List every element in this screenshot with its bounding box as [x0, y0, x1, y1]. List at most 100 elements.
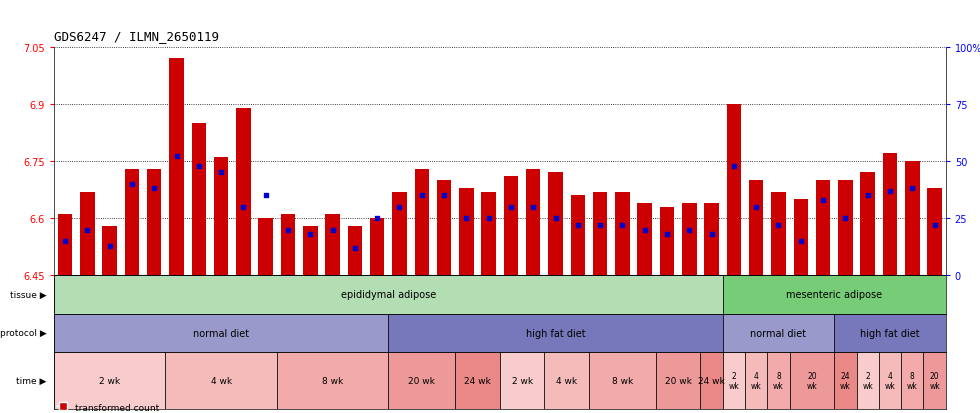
Point — [614, 222, 630, 229]
Text: normal diet: normal diet — [193, 328, 249, 338]
Point — [548, 215, 564, 222]
Bar — [166, 352, 276, 409]
Bar — [504, 177, 518, 276]
Text: high fat diet: high fat diet — [525, 328, 585, 338]
Bar — [946, 352, 968, 409]
Point — [749, 204, 764, 211]
Text: normal diet: normal diet — [751, 328, 807, 338]
Point — [704, 231, 719, 238]
Legend: transformed count, percentile rank within the sample: transformed count, percentile rank withi… — [59, 403, 227, 413]
Text: GDS6247 / ILMN_2650119: GDS6247 / ILMN_2650119 — [54, 31, 219, 43]
Point — [525, 204, 541, 211]
Point — [124, 181, 140, 188]
Text: 20
wk: 20 wk — [929, 370, 940, 390]
Point — [214, 170, 229, 176]
Point — [570, 222, 586, 229]
Point — [102, 243, 118, 249]
Bar — [191, 123, 206, 276]
Point — [191, 163, 207, 169]
Point — [726, 163, 742, 169]
Bar — [570, 196, 585, 276]
Point — [905, 186, 920, 192]
Text: 2 wk: 2 wk — [512, 376, 533, 385]
Text: time ▶: time ▶ — [17, 376, 47, 385]
Point — [235, 204, 251, 211]
Bar — [437, 180, 452, 276]
Point — [481, 215, 497, 222]
Point — [459, 215, 474, 222]
Bar — [660, 207, 674, 276]
Text: 8
wk: 8 wk — [906, 370, 917, 390]
Point — [436, 192, 452, 199]
Point — [414, 192, 429, 199]
Bar — [879, 352, 901, 409]
Point — [79, 227, 95, 233]
Bar — [723, 276, 946, 314]
Bar — [54, 314, 388, 352]
Point — [258, 192, 273, 199]
Text: 4 wk: 4 wk — [556, 376, 577, 385]
Bar — [80, 192, 95, 276]
Point — [793, 238, 808, 245]
Text: 24
wk: 24 wk — [952, 370, 962, 390]
Bar — [415, 169, 429, 276]
Text: tissue ▶: tissue ▶ — [10, 290, 47, 299]
Bar — [388, 352, 455, 409]
Bar — [656, 352, 701, 409]
Text: 4
wk: 4 wk — [885, 370, 896, 390]
Text: 24 wk: 24 wk — [465, 376, 491, 385]
Text: 20 wk: 20 wk — [409, 376, 435, 385]
Bar — [923, 352, 946, 409]
Bar — [388, 314, 722, 352]
Bar — [637, 204, 652, 276]
Point — [838, 215, 854, 222]
Text: epididymal adipose: epididymal adipose — [341, 290, 436, 300]
Point — [324, 227, 340, 233]
Bar — [790, 352, 834, 409]
Bar — [392, 192, 407, 276]
Point — [882, 188, 898, 195]
Bar — [834, 352, 857, 409]
Bar — [526, 169, 541, 276]
Point — [146, 186, 162, 192]
Bar — [834, 314, 946, 352]
Bar — [102, 226, 117, 276]
Text: high fat diet: high fat diet — [860, 328, 920, 338]
Text: 8
wk: 8 wk — [773, 370, 784, 390]
Point — [660, 231, 675, 238]
Bar — [771, 192, 786, 276]
Point — [280, 227, 296, 233]
Point — [303, 231, 318, 238]
Bar — [369, 218, 384, 276]
Text: 2 wk: 2 wk — [99, 376, 121, 385]
Point — [770, 222, 786, 229]
Point — [681, 227, 697, 233]
Text: 8 wk: 8 wk — [612, 376, 633, 385]
Bar — [705, 204, 719, 276]
Text: 4
wk: 4 wk — [751, 370, 761, 390]
Bar — [170, 59, 184, 276]
Bar — [325, 215, 340, 276]
Point — [927, 222, 943, 229]
Bar — [303, 226, 318, 276]
Bar — [280, 215, 295, 276]
Text: 4 wk: 4 wk — [211, 376, 231, 385]
Text: 8 wk: 8 wk — [322, 376, 343, 385]
Bar — [147, 169, 162, 276]
Bar — [548, 173, 563, 276]
Bar — [54, 352, 166, 409]
Text: protocol ▶: protocol ▶ — [0, 328, 47, 337]
Bar — [54, 276, 722, 314]
Bar — [236, 108, 251, 276]
Bar — [701, 352, 722, 409]
Point — [503, 204, 518, 211]
Point — [57, 238, 73, 245]
Text: 24
wk: 24 wk — [840, 370, 851, 390]
Text: 20 wk: 20 wk — [664, 376, 692, 385]
Bar — [723, 352, 745, 409]
Bar — [259, 218, 273, 276]
Text: 24 wk: 24 wk — [698, 376, 725, 385]
Bar — [545, 352, 589, 409]
Text: 2
wk: 2 wk — [862, 370, 873, 390]
Point — [347, 245, 363, 252]
